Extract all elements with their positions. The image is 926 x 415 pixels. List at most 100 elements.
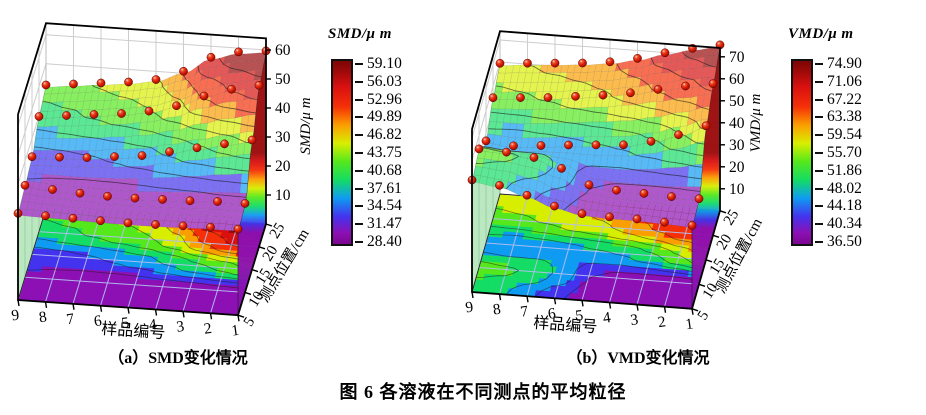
z-axis-tick-label: 50 <box>729 93 745 110</box>
colorbar-tick-mark <box>355 63 363 65</box>
smd-3d-surface-plot: 9 8 7 6 5 4 3 2 1 510152025102030405060样品编号测点位置/c… <box>10 22 314 342</box>
data-point-sphere <box>619 140 628 150</box>
x-axis-tick-label: 1 <box>230 322 240 340</box>
data-point-sphere <box>192 143 202 153</box>
data-point-sphere <box>660 48 670 58</box>
colorbar-level-48.02: 48.02 <box>815 180 862 198</box>
data-point-sphere <box>509 141 518 151</box>
y-axis-tick-label: 25 <box>721 207 743 228</box>
data-point-sphere <box>495 181 504 190</box>
x-axis-tick-label: 5 <box>574 307 584 325</box>
data-point-sphere <box>550 201 559 211</box>
data-point-sphere <box>234 47 243 57</box>
colorbar-tick-label: 37.61 <box>367 179 402 197</box>
colorbar-tick-label: 74.90 <box>827 55 862 72</box>
data-point-sphere <box>633 54 642 63</box>
y-axis-tick-label: 20 <box>714 232 736 253</box>
y-axis-label: 测点位置/cm <box>256 226 313 306</box>
colorbar-tick-mark <box>815 241 823 243</box>
colorbar-level-28.40: 28.40 <box>355 233 402 251</box>
data-point-sphere <box>151 75 161 84</box>
colorbar-tick-label: 48.02 <box>827 179 862 197</box>
data-point-sphere <box>123 218 133 228</box>
x-axis-tick-label: 5 <box>120 314 130 332</box>
data-point-sphere <box>96 78 106 88</box>
colorbar-tick-mark <box>815 80 823 83</box>
colorbar-level-55.70: 55.70 <box>815 144 862 162</box>
colorbar-tick-mark <box>815 223 823 226</box>
colorbar-tick-mark <box>355 152 363 154</box>
colorbar-tick-label: 67.22 <box>827 90 862 108</box>
data-point-sphere <box>474 144 484 154</box>
x-axis-tick-label: 7 <box>65 310 75 328</box>
data-point-sphere <box>578 58 587 68</box>
data-point-sphere <box>247 135 257 145</box>
data-point-sphere <box>708 79 718 89</box>
z-axis-tick-label: 40 <box>275 100 291 117</box>
x-axis-tick-label: 2 <box>203 320 213 338</box>
x-axis-tick-label: 1 <box>684 315 694 333</box>
data-point-sphere <box>178 221 188 231</box>
colorbar-tick-label: 36.50 <box>827 233 862 250</box>
colorbar-tick-mark <box>355 205 363 208</box>
colorbar-tick-mark <box>355 169 363 172</box>
z-axis-tick-label: 60 <box>729 71 745 88</box>
data-point-sphere <box>185 196 195 206</box>
data-point-sphere <box>206 222 215 232</box>
colorbar-tick-mark <box>355 223 363 226</box>
data-point-sphere <box>151 220 160 229</box>
data-point-sphere <box>254 80 264 90</box>
data-point-sphere <box>523 58 532 68</box>
y-axis-tick-label: 5 <box>695 308 713 323</box>
colorbar-tick-mark <box>355 98 363 101</box>
data-point-sphere <box>48 185 57 194</box>
data-point-sphere <box>20 180 30 190</box>
data-point-sphere <box>172 101 181 111</box>
data-point-sphere <box>495 58 505 68</box>
colorbar-tick-label: 31.47 <box>367 215 402 233</box>
colorbar-tick-label: 63.38 <box>827 108 862 126</box>
colorbar-level-46.82: 46.82 <box>355 126 402 144</box>
colorbar-level-37.61: 37.61 <box>355 180 402 198</box>
colorbar-level-31.47: 31.47 <box>355 215 402 233</box>
z-axis-tick-label: 20 <box>275 158 291 175</box>
colorbar-tick-label: 52.96 <box>367 90 402 108</box>
data-point-sphere <box>55 152 64 162</box>
data-point-sphere <box>660 217 669 227</box>
colorbar-tick-label: 51.86 <box>827 161 862 179</box>
data-point-sphere <box>577 209 587 219</box>
data-point-sphere <box>639 189 649 198</box>
data-point-sphere <box>557 164 566 173</box>
data-point-sphere <box>124 77 133 87</box>
z-axis-label: SMD/μ m <box>298 97 314 154</box>
data-point-sphere <box>117 109 126 118</box>
colorbar-tick-label: 59.54 <box>827 126 862 144</box>
y-axis-tick-label: 10 <box>700 281 722 302</box>
colorbar-tick-label: 40.68 <box>367 161 402 179</box>
smd-colorbar-labels: 59.10 56.03 52.96 49.89 46.82 43.75 40.68 37.61… <box>355 26 455 276</box>
x-axis-tick-label: 8 <box>38 308 48 326</box>
colorbar-tick-label: 40.34 <box>827 215 862 233</box>
x-axis-tick-label: 6 <box>93 312 103 330</box>
colorbar-level-67.22: 67.22 <box>815 91 862 109</box>
y-axis-tick-label: 10 <box>246 289 268 310</box>
colorbar-level-71.06: 71.06 <box>815 73 862 91</box>
data-point-sphere <box>68 213 78 223</box>
data-point-sphere <box>667 192 676 201</box>
data-point-sphere <box>674 130 683 140</box>
data-point-sphere <box>646 137 656 146</box>
colorbar-tick-label: 28.40 <box>367 233 402 250</box>
data-point-sphere <box>144 106 154 116</box>
x-axis-label: 样品编号 <box>533 314 598 336</box>
colorbar-level-43.75: 43.75 <box>355 144 402 162</box>
y-axis-tick-label: 15 <box>253 266 275 287</box>
data-point-sphere <box>543 93 553 102</box>
x-axis-tick-label: 9 <box>10 307 20 325</box>
data-point-sphere <box>529 153 539 162</box>
data-point-sphere <box>502 147 511 157</box>
colorbar-level-40.68: 40.68 <box>355 162 402 180</box>
data-point-sphere <box>27 152 37 162</box>
colorbar-tick-label: 71.06 <box>827 72 862 90</box>
z-axis-tick-label: 40 <box>729 115 745 132</box>
colorbar-level-56.03: 56.03 <box>355 73 402 91</box>
